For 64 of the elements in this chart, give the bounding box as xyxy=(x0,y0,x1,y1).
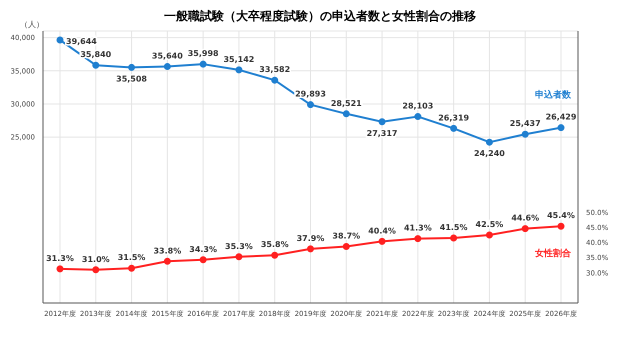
text: 申込者数 xyxy=(535,90,572,101)
point xyxy=(342,242,350,250)
point xyxy=(92,266,100,274)
data-label: 33,582 xyxy=(259,65,290,74)
data-label: 38.7% xyxy=(332,231,360,240)
data-label: 26,429 xyxy=(546,112,577,122)
point xyxy=(56,265,64,272)
point xyxy=(486,138,493,146)
point xyxy=(558,222,564,230)
data-label: 33.8% xyxy=(153,246,182,256)
point xyxy=(235,253,242,260)
point xyxy=(450,124,458,132)
point xyxy=(414,235,422,242)
point xyxy=(307,245,314,252)
data-label: 29,893 xyxy=(295,90,326,99)
data-label: 35,840 xyxy=(80,50,112,60)
point xyxy=(235,66,242,74)
point xyxy=(342,110,350,118)
data-label: 42.5% xyxy=(476,220,504,229)
data-label: 31.0% xyxy=(82,254,110,264)
data-label: 31.5% xyxy=(118,253,146,262)
data-label: 35.3% xyxy=(225,242,253,251)
data-label: 35,640 xyxy=(152,52,184,61)
data-label: 24,240 xyxy=(474,149,506,158)
data-label: 35,142 xyxy=(223,54,254,64)
data-label: 27,317 xyxy=(366,128,398,138)
point xyxy=(128,64,136,71)
point xyxy=(271,76,278,84)
point xyxy=(378,238,386,245)
data-label: 41.5% xyxy=(440,223,468,232)
data-label: 37.9% xyxy=(296,234,324,243)
data-label: 31.3% xyxy=(46,254,74,263)
data-label: 45.4% xyxy=(547,211,575,220)
data-label: 40.4% xyxy=(368,226,396,236)
text: 女性割合 xyxy=(534,248,572,260)
y-axis-title: （人） xyxy=(20,19,44,30)
data-label: 39,644 xyxy=(66,36,98,46)
point xyxy=(164,63,171,70)
point xyxy=(414,113,422,120)
point xyxy=(128,264,136,272)
point xyxy=(522,225,529,232)
data-label: 26,319 xyxy=(438,113,470,122)
data-label: 41.3% xyxy=(404,224,432,233)
point xyxy=(558,124,564,132)
point xyxy=(56,36,64,44)
point xyxy=(486,232,493,238)
point xyxy=(92,62,100,69)
point xyxy=(522,130,529,138)
point xyxy=(378,118,386,126)
chart-title: 一般職試験（大卒程度試験）の申込者数と女性割合の推移 xyxy=(164,9,476,23)
data-label: 35,998 xyxy=(188,49,220,58)
point xyxy=(450,234,458,242)
data-label: 35.8% xyxy=(260,240,289,250)
point xyxy=(164,258,171,265)
point xyxy=(200,60,207,68)
data-label: 28,521 xyxy=(330,98,362,108)
data-label: 25,437 xyxy=(510,119,541,128)
point xyxy=(271,252,278,259)
point xyxy=(307,101,314,108)
data-label: 35,508 xyxy=(116,74,148,84)
data-label: 28,103 xyxy=(402,102,434,111)
data-label: 34.3% xyxy=(189,244,218,254)
data-label: 44.6% xyxy=(511,214,540,223)
point xyxy=(200,256,207,264)
